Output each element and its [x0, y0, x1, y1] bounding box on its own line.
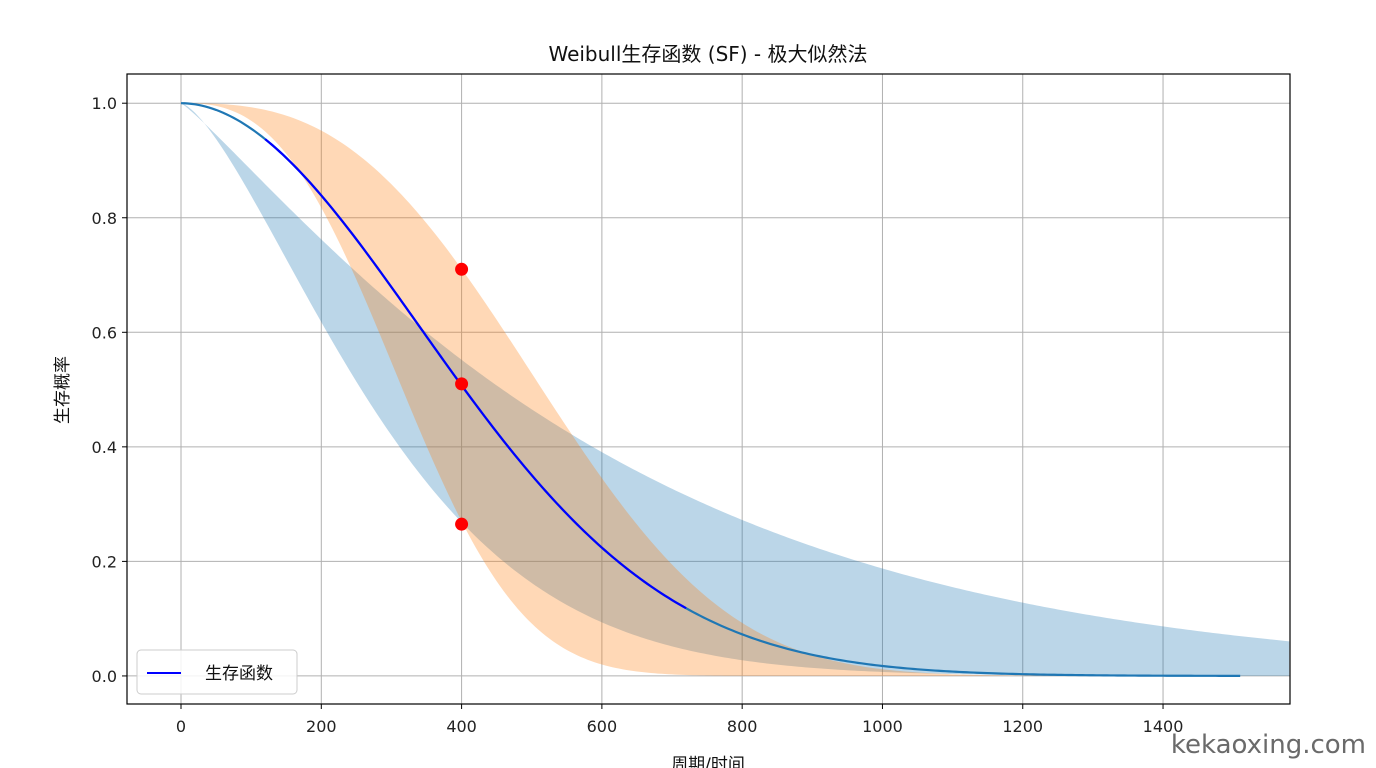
x-tick-label: 200 — [306, 717, 337, 736]
chart-title: Weibull生存函数 (SF) - 极大似然法 — [548, 42, 867, 66]
watermark: kekaoxing.com — [1170, 730, 1366, 760]
x-tick-label: 1400 — [1143, 717, 1184, 736]
y-tick-label: 0.8 — [92, 209, 117, 228]
grid — [127, 74, 1290, 704]
data-point — [455, 262, 469, 276]
legend-label: 生存函数 — [205, 664, 273, 684]
sf-curve-legend — [264, 138, 687, 610]
x-tick-label: 0 — [176, 717, 186, 736]
y-tick-label: 0.0 — [92, 667, 117, 686]
y-tick-label: 0.4 — [92, 438, 117, 457]
confidence-bands — [181, 103, 1290, 676]
y-tick-label: 0.6 — [92, 323, 117, 342]
plot-frame — [126, 73, 1291, 705]
x-tick-label: 600 — [587, 717, 618, 736]
y-tick-label: 1.0 — [92, 94, 117, 113]
legend: 生存函数 — [136, 649, 298, 695]
y-axis-label: 生存概率 — [53, 356, 73, 424]
x-tick-label: 400 — [446, 717, 477, 736]
axis-ticks: 0 200 400 600 800 1000 1200 1400 0.0 0.2 0.4 0.6 0.8… — [92, 94, 1184, 736]
series-lines — [180, 102, 1241, 677]
data-points — [455, 262, 469, 531]
band-orange — [181, 103, 1290, 676]
band-blue — [181, 103, 1290, 676]
data-point — [455, 377, 469, 391]
data-point — [455, 517, 469, 531]
x-tick-label: 1000 — [862, 717, 903, 736]
y-tick-label: 0.2 — [92, 552, 117, 571]
x-tick-label: 1200 — [1002, 717, 1043, 736]
x-tick-label: 800 — [727, 717, 758, 736]
x-axis-label: 周期/时间 — [671, 755, 745, 768]
